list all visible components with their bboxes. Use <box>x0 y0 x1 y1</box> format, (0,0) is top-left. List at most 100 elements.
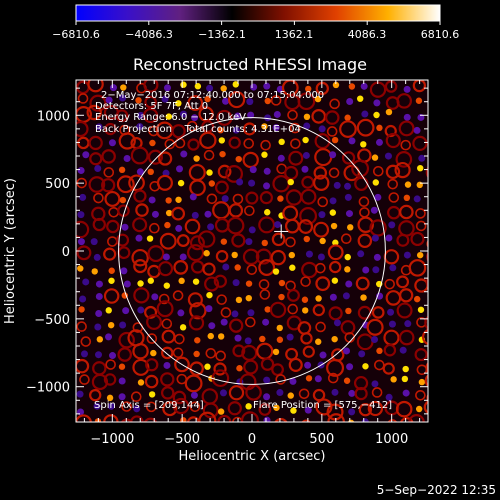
fringe-ring <box>288 150 304 166</box>
fringe-bright-spot <box>165 209 173 217</box>
fringe-ring <box>147 245 165 263</box>
fringe-dark-spot <box>189 193 197 201</box>
fringe-ring <box>340 233 352 245</box>
fringe-ring <box>171 206 186 221</box>
annotation-method-counts: Back Projection Total counts: 4.31E+04 <box>95 124 301 135</box>
fringe-ring <box>395 400 413 418</box>
fringe-dark-spot <box>244 337 252 345</box>
fringe-bright-spot <box>91 268 98 275</box>
fringe-ring <box>91 373 109 391</box>
fringe-bright-spot <box>150 349 157 357</box>
fringe-ring <box>88 135 103 151</box>
fringe-dark-spot <box>263 82 271 90</box>
fringe-dark-spot <box>333 181 341 189</box>
fringe-ring <box>326 403 344 421</box>
fringe-bright-spot <box>272 348 280 356</box>
fringe-dark-spot <box>346 97 354 105</box>
fringe-dark-spot <box>333 319 341 327</box>
fringe-ring <box>312 303 325 317</box>
fringe-dark-spot <box>289 377 297 385</box>
fringe-ring <box>198 411 217 422</box>
fringe-ring <box>103 288 120 304</box>
fringe-ring <box>367 400 384 417</box>
fringe-bright-spot <box>105 307 112 314</box>
fringe-ring <box>89 152 103 166</box>
fringe-ring <box>229 318 244 333</box>
fringe-ring <box>395 151 413 168</box>
fringe-dark-spot <box>263 182 271 190</box>
fringe-dark-spot <box>219 389 227 397</box>
y-axis-label: Heliocentric Y (arcsec) <box>3 178 18 324</box>
fringe-dark-spot <box>329 197 337 205</box>
fringe-dark-spot <box>399 346 407 354</box>
fringe-ring <box>103 247 117 261</box>
fringe-ring <box>144 374 159 389</box>
fringe-bright-spot <box>193 155 200 162</box>
fringe-ring <box>202 262 216 276</box>
fringe-bright-spot <box>277 195 284 202</box>
fringe-bright-spot <box>331 136 339 144</box>
fringe-dark-spot <box>175 165 183 173</box>
fringe-dark-spot <box>82 278 90 286</box>
fringe-dark-spot <box>404 320 412 328</box>
fringe-dark-spot <box>180 150 188 158</box>
fringe-bright-spot <box>430 213 436 219</box>
fringe-ring <box>115 109 129 123</box>
fringe-ring <box>271 363 284 377</box>
fringe-dark-spot <box>373 253 381 261</box>
colorbar-tick-label: 6810.6 <box>421 28 460 41</box>
fringe-ring <box>187 95 204 111</box>
fringe-ring <box>133 189 147 203</box>
fringe-dark-spot <box>385 393 393 401</box>
fringe-ring <box>186 416 200 422</box>
fringe-ring <box>105 359 116 370</box>
fringe-ring <box>227 401 242 416</box>
fringe-dark-spot <box>343 347 351 355</box>
fringe-bright-spot <box>278 293 285 301</box>
fringe-bright-spot <box>149 139 156 147</box>
fringe-ring <box>298 219 314 234</box>
fringe-ring <box>116 233 130 247</box>
fringe-dark-spot <box>384 152 392 160</box>
heatmap-image <box>76 80 437 422</box>
fringe-ring <box>286 288 300 302</box>
fringe-ring <box>120 418 133 422</box>
fringe-ring <box>89 389 102 402</box>
fringe-dark-spot <box>430 86 437 93</box>
fringe-bright-spot <box>165 113 173 120</box>
fringe-ring <box>384 80 398 93</box>
fringe-bright-spot <box>417 164 424 172</box>
fringe-dark-spot <box>77 167 85 175</box>
fringe-bright-spot <box>206 169 213 176</box>
fringe-bright-spot <box>287 392 294 399</box>
fringe-ring <box>396 233 410 247</box>
fringe-ring <box>242 151 259 169</box>
fringe-dark-spot <box>179 253 187 261</box>
fringe-ring <box>172 397 190 415</box>
fringe-bright-spot <box>401 375 409 383</box>
fringe-ring <box>132 343 149 360</box>
fringe-bright-spot <box>413 295 421 303</box>
fringe-ring <box>258 403 272 416</box>
fringe-bright-spot <box>175 100 182 107</box>
fringe-ring <box>89 94 107 112</box>
fringe-bright-spot <box>218 137 226 144</box>
x-tick-label: 500 <box>309 432 334 447</box>
fringe-ring <box>189 361 204 376</box>
fringe-ring <box>289 122 301 134</box>
fringe-bright-spot <box>163 282 171 289</box>
fringe-ring <box>147 149 164 165</box>
fringe-dark-spot <box>135 234 143 242</box>
fringe-dark-spot <box>360 82 368 90</box>
fringe-ring <box>132 217 148 233</box>
fringe-dark-spot <box>82 151 90 159</box>
fringe-bright-spot <box>332 81 340 89</box>
fringe-ring <box>162 401 178 417</box>
fringe-bright-spot <box>192 278 200 285</box>
fringe-dark-spot <box>263 393 271 401</box>
fringe-dark-spot <box>95 123 103 131</box>
fringe-bright-spot <box>415 97 423 104</box>
fringe-bright-spot <box>219 150 226 158</box>
fringe-ring <box>76 414 92 422</box>
fringe-ring <box>159 232 177 250</box>
